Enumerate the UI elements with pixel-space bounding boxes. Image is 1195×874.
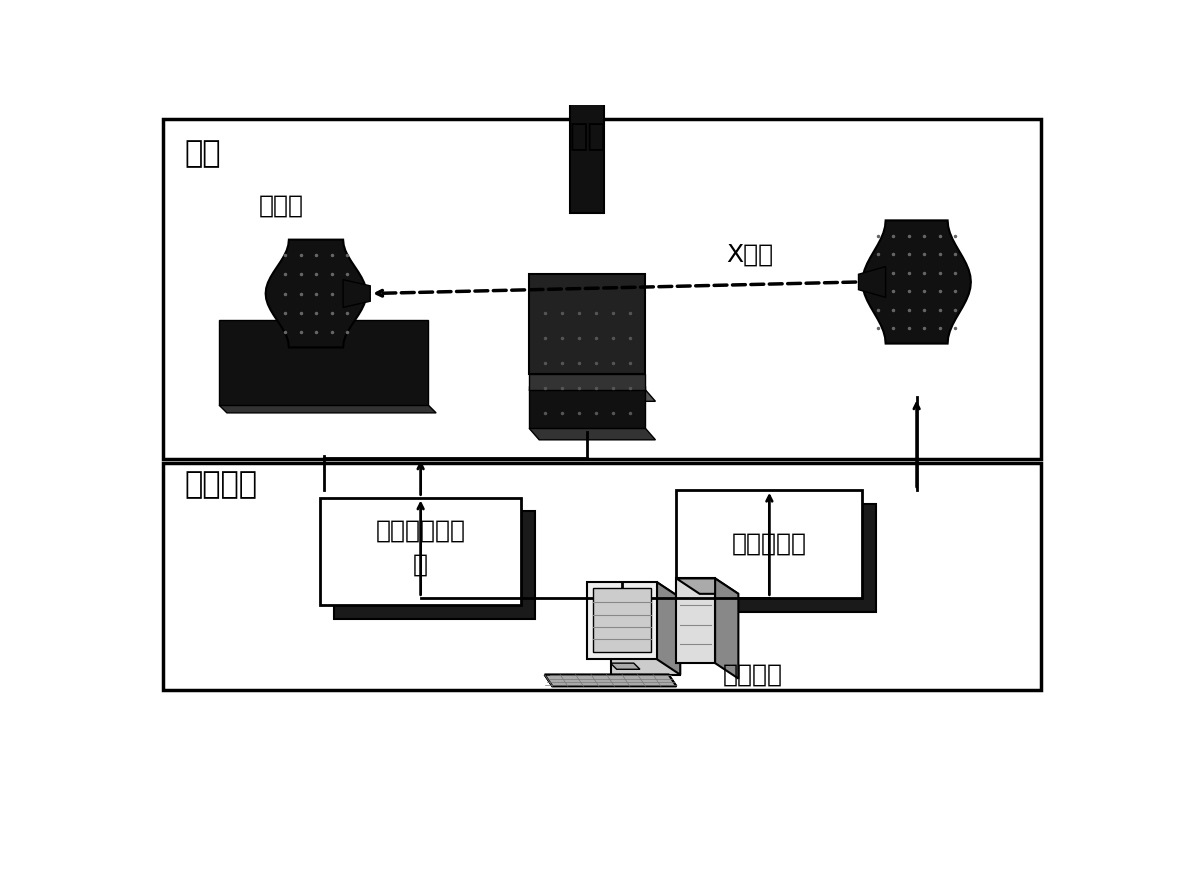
Polygon shape	[676, 579, 715, 663]
Text: 光谱数据: 光谱数据	[184, 470, 257, 500]
Text: 高压发生器: 高压发生器	[731, 531, 807, 556]
Text: 探测器: 探测器	[258, 193, 304, 218]
Polygon shape	[219, 406, 436, 413]
Polygon shape	[333, 511, 535, 620]
Polygon shape	[545, 675, 676, 686]
Polygon shape	[594, 588, 651, 652]
Text: 控制中心: 控制中心	[723, 662, 783, 687]
Polygon shape	[529, 390, 655, 401]
Bar	[529, 274, 645, 374]
Bar	[320, 497, 521, 606]
Polygon shape	[529, 428, 655, 440]
Bar	[529, 386, 645, 428]
Text: 样本: 样本	[569, 121, 606, 151]
Bar	[570, 94, 605, 212]
Bar	[219, 321, 428, 406]
Polygon shape	[611, 598, 680, 675]
Text: 三维运动控制
器: 三维运动控制 器	[375, 519, 466, 576]
Polygon shape	[587, 582, 680, 598]
Polygon shape	[676, 579, 739, 593]
Polygon shape	[863, 220, 970, 343]
Text: X射线: X射线	[727, 243, 774, 267]
Polygon shape	[858, 267, 885, 297]
Bar	[164, 119, 1041, 459]
Polygon shape	[265, 239, 367, 348]
Polygon shape	[715, 579, 739, 678]
Polygon shape	[611, 663, 641, 669]
Bar	[676, 490, 863, 598]
Text: 铅房: 铅房	[184, 140, 221, 169]
Bar	[164, 463, 1041, 690]
Polygon shape	[691, 503, 876, 612]
Polygon shape	[545, 675, 676, 686]
Bar	[529, 374, 645, 390]
Polygon shape	[343, 280, 370, 308]
Polygon shape	[587, 582, 657, 659]
Polygon shape	[657, 582, 680, 675]
